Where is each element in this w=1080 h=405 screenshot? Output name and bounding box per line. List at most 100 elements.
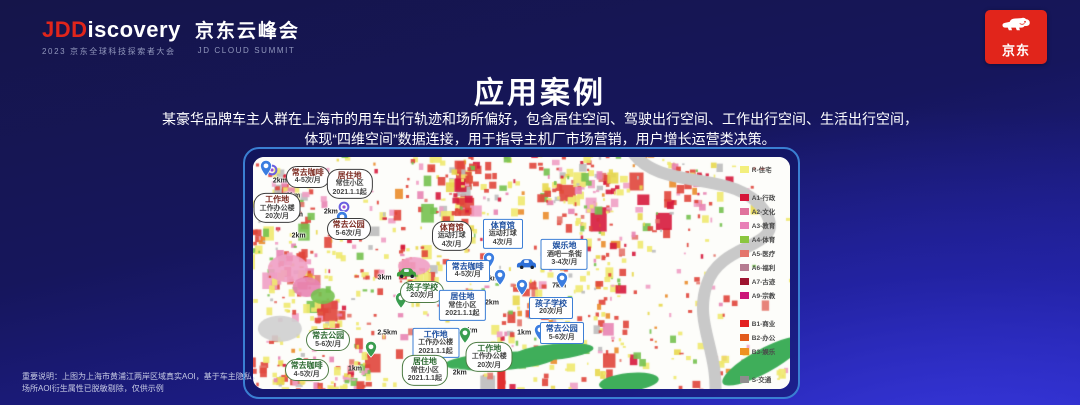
map-panel: 常去咖啡 4-5次/月 居住地 常住小区 2021.1.1起 工作地 工作办公楼 20次/月常… <box>253 157 790 389</box>
legend-swatch <box>739 235 749 243</box>
map-callout-line: 体育馆 <box>490 220 515 230</box>
map-callout-line: 运动打球 <box>437 232 466 240</box>
map-callout-line: 工作地 <box>423 329 448 339</box>
legend-swatch <box>739 333 749 341</box>
map-callout-line: 常住小区 <box>410 366 439 374</box>
map-callout: 居住地 常住小区 2021.1.1起 <box>401 355 448 386</box>
map-callout-line: 20次/月 <box>477 361 502 369</box>
distance-label: 7km <box>552 282 567 290</box>
map-callout-line: 常住小区 <box>448 301 477 309</box>
legend-item: B3-娱乐 <box>739 346 785 356</box>
map-callout-line: 工作办公楼 <box>418 339 454 346</box>
distance-label: 2km <box>272 177 287 185</box>
jd-logo-label: 京东 <box>1001 42 1030 58</box>
map-callout-line: 2021.1.1起 <box>332 188 367 196</box>
legend-label: S-交通 <box>751 377 772 384</box>
map-callout-line: 4-5次/月 <box>294 177 321 185</box>
map-callout-line: 居住地 <box>412 357 437 367</box>
jdd-logo-red: JDD <box>42 17 88 42</box>
footnote-line-2: 场所AOI衍生属性已脱敏剔除，仅供示例 <box>22 384 164 394</box>
map-callout-line: 5-6次/月 <box>315 340 342 348</box>
legend-item: B2-办公 <box>739 332 785 342</box>
map-callout-line: 工作办公楼 <box>259 204 295 212</box>
map-callout-line: 5-6次/月 <box>335 229 362 237</box>
map-callout-line: 2021.1.1起 <box>407 375 442 383</box>
footnote-line-1: 重要说明：上图为上海市黄浦江两岸区域真实AOI，基于车主隐私， <box>22 372 260 381</box>
summit-title-en: JD CLOUD SUMMIT <box>197 46 296 55</box>
distance-label: 2km <box>452 369 467 377</box>
map-callout: 常去咖啡 4-5次/月 <box>285 165 330 188</box>
map-callout: 常去咖啡 4-5次/月 <box>284 359 329 382</box>
map-callout-line: 常去咖啡 <box>291 167 324 177</box>
legend-label: A1-行政 <box>751 195 776 202</box>
legend-item: A2-文化 <box>739 206 785 216</box>
map-callout-line: 3-4次/月 <box>551 259 578 267</box>
map-callout-line: 娱乐地 <box>552 241 577 251</box>
map-callout: 孩子学校 20次/月 <box>529 296 574 319</box>
legend-swatch <box>739 263 749 271</box>
legend-label: A7-古迹 <box>751 279 776 286</box>
legend-label: B2-办公 <box>751 335 776 342</box>
map-callout-line: 工作地 <box>477 343 502 353</box>
legend-item: B1-商业 <box>739 318 785 328</box>
map-callout: 居住地 常住小区 2021.1.1起 <box>326 168 373 199</box>
map-callout: 工作地 工作办公楼 20次/月 <box>465 341 513 372</box>
legend-item: A3-教育 <box>739 220 785 230</box>
distance-label: 1km <box>517 329 532 337</box>
legend-label: R-住宅 <box>751 167 772 174</box>
distance-label: 2km <box>484 299 499 307</box>
map-callout-line: 工作地 <box>265 194 290 204</box>
map-callout: 常去公园 5-6次/月 <box>306 329 351 352</box>
map-callout-line: 工作办公楼 <box>471 352 507 360</box>
map-pin-icon <box>555 271 568 293</box>
page-title: 应用案例 <box>474 77 606 110</box>
map-callout-line: 常去公园 <box>545 324 578 334</box>
legend-swatch <box>739 221 749 229</box>
map-pin-icon <box>260 160 273 182</box>
legend-label: A4-体育 <box>751 237 776 244</box>
map-callout-line: 4次/月 <box>492 238 513 246</box>
event-year-line: 2023 京东全球科技探索者大会 <box>42 47 176 56</box>
map-callout-line: 20次/月 <box>410 292 434 300</box>
distance-label: 1km <box>348 365 363 373</box>
car-icon <box>515 257 536 275</box>
jdd-logo-white: iscovery <box>87 17 181 42</box>
car-icon <box>396 266 417 284</box>
description-line-1: 某豪华品牌车主人群在上海市的用车出行轨迹和场所偏好，包含居住空间、驾驶出行空间、… <box>162 111 918 127</box>
map-callout-line: 运动打球 <box>488 229 517 237</box>
map-callout-line: 5-6次/月 <box>548 333 575 341</box>
legend-swatch <box>739 319 749 327</box>
map-callout: 工作地 工作办公楼 20次/月 <box>253 192 301 224</box>
map-callout: 体育馆 运动打球 4次/月 <box>482 218 523 249</box>
map-callout-line: 4-5次/月 <box>454 271 481 279</box>
map-callout: 居住地 常住小区 2021.1.1起 <box>439 290 486 321</box>
legend-swatch <box>739 165 749 173</box>
legend-label: A3-教育 <box>751 223 776 230</box>
legend-item: A7-古迹 <box>739 276 785 286</box>
map-callout-line: 孩子学校 <box>535 298 568 308</box>
legend-item: A4-体育 <box>739 234 785 244</box>
map-legend: R-住宅 A1-行政 A2-文化 A3-教育 A4-体育 A5-医疗 A6-福利 A7-古迹 A… <box>739 164 785 384</box>
map-callout-line: 2021.1.1起 <box>445 310 480 318</box>
legend-item: R-住宅 <box>739 164 785 174</box>
legend-label: B1-商业 <box>751 321 776 328</box>
map-callout-line: 孩子学校 <box>406 282 439 292</box>
map-callout: 常去咖啡 4-5次/月 <box>445 259 490 282</box>
map-callout: 娱乐地 酒吧一条街 3-4次/月 <box>540 239 588 270</box>
map-callout: 工作地 工作办公楼 2021.1.1起 <box>412 327 460 358</box>
jd-logo: 京东 <box>985 10 1047 64</box>
distance-label: 2.5km <box>377 329 398 337</box>
map-items-layer: 常去咖啡 4-5次/月 居住地 常住小区 2021.1.1起 工作地 工作办公楼 20次/月常… <box>253 157 790 389</box>
legend-item: S-交通 <box>739 374 785 384</box>
cluster-swirl-icon <box>338 200 350 218</box>
map-callout: 常去公园 5-6次/月 <box>326 217 371 240</box>
map-callout-line: 居住地 <box>450 292 475 302</box>
map-callout-line: 常住小区 <box>335 180 364 188</box>
legend-swatch <box>739 193 749 201</box>
map-callout-line: 4-5次/月 <box>293 371 320 379</box>
map-callout-line: 2021.1.1起 <box>418 347 453 355</box>
event-logo-block: JDDiscovery 京东云峰会 2023 京东全球科技探索者大会 JD CL… <box>42 16 300 57</box>
map-callout-line: 常去公园 <box>332 219 365 229</box>
map-callout: 体育馆 运动打球 4次/月 <box>431 220 472 252</box>
